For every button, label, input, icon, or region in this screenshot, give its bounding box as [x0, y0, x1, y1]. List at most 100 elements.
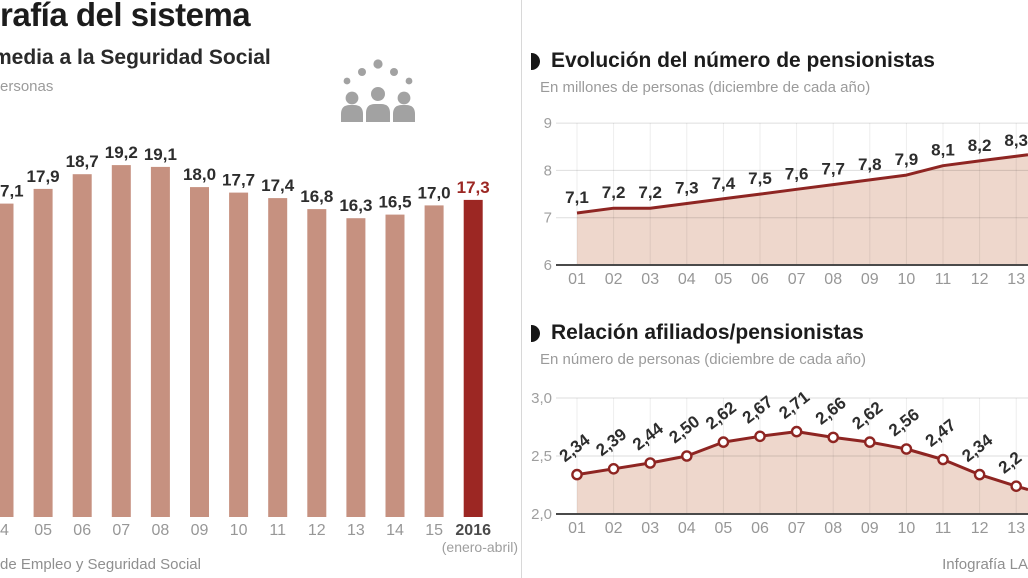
credit-note: Infografía LA — [942, 556, 1028, 573]
crowd-dot — [405, 77, 413, 85]
x-axis-label: 05 — [715, 520, 733, 537]
bar — [72, 174, 92, 517]
value-label: 2,47 — [922, 415, 960, 450]
data-point-marker — [644, 457, 657, 469]
value-label: 7,3 — [675, 179, 699, 198]
x-axis-label: 01 — [568, 271, 586, 288]
value-label: 2,62 — [702, 398, 740, 433]
x-axis-label: 13 — [347, 522, 365, 539]
value-label: 2,50 — [666, 412, 704, 447]
x-axis-label: 12 — [971, 520, 989, 537]
x-axis-label: 04 — [678, 520, 696, 537]
x-axis-label: 10 — [898, 520, 916, 537]
x-axis-label: 10 — [898, 271, 916, 288]
person-body — [393, 105, 415, 122]
bar-footnote: (enero-abril) — [442, 539, 518, 555]
value-label: 2,34 — [556, 430, 594, 466]
value-label: 2,44 — [629, 418, 667, 454]
bar-highlight — [463, 199, 483, 517]
x-axis-label: 13 — [1007, 271, 1025, 288]
x-axis-label: 02 — [605, 520, 623, 537]
value-label: 7,6 — [785, 164, 809, 183]
column-divider — [521, 0, 522, 578]
value-label: 7,2 — [638, 183, 662, 202]
bar — [268, 198, 288, 517]
x-axis-label: 03 — [641, 520, 659, 537]
x-axis-label: 09 — [191, 522, 209, 539]
data-point-marker — [1010, 480, 1023, 493]
x-axis-label: 06 — [751, 520, 769, 537]
bar-value-label: 19,2 — [105, 143, 138, 162]
x-axis-label: 07 — [788, 271, 806, 288]
data-point-marker — [827, 431, 840, 444]
value-label: 8,1 — [931, 141, 955, 160]
y-axis-label: 8 — [544, 162, 552, 179]
x-axis-label: 08 — [824, 271, 842, 288]
bar — [346, 218, 366, 517]
data-point-marker — [571, 468, 583, 481]
person-head — [371, 87, 385, 101]
data-point-marker — [973, 468, 986, 481]
value-label: 7,8 — [858, 155, 882, 174]
x-axis-label: 09 — [861, 271, 879, 288]
value-label: 7,5 — [748, 169, 772, 188]
source-note: de Empleo y Seguridad Social — [0, 556, 201, 573]
data-line — [576, 430, 1028, 492]
section-title-pensionistas: Evolución del número de pensionistas — [551, 49, 935, 72]
x-axis-label: 11 — [935, 271, 952, 288]
person-body — [366, 104, 390, 122]
bar — [190, 187, 209, 517]
data-point-marker — [790, 425, 803, 438]
person-head — [397, 91, 411, 105]
x-axis-label: 11 — [269, 522, 286, 539]
x-axis-label: 10 — [230, 522, 248, 539]
data-point-marker — [681, 450, 693, 462]
data-point-marker — [937, 453, 949, 466]
crowd-dot — [358, 68, 366, 76]
x-axis-label: 14 — [386, 522, 404, 539]
bar — [229, 192, 249, 517]
value-label: 8,3 — [1004, 131, 1028, 150]
value-label: 8,2 — [968, 136, 992, 155]
bar-value-label: 17,9 — [27, 167, 60, 186]
x-axis-label: 06 — [751, 271, 769, 288]
bar — [150, 166, 170, 517]
section-title-relacion: Relación afiliados/pensionistas — [551, 321, 864, 344]
x-axis-label: 06 — [73, 522, 91, 539]
x-axis-label: 15 — [425, 522, 443, 539]
x-axis-label: 03 — [641, 271, 659, 288]
left-chart-units-label: ersonas — [0, 78, 54, 95]
x-axis-label: 07 — [112, 522, 130, 539]
bar — [424, 205, 444, 517]
x-axis-label: 13 — [1007, 520, 1025, 537]
left-chart-title: media a la Seguridad Social — [0, 46, 271, 69]
value-label: 2,56 — [885, 405, 923, 440]
section-bullet-icon — [531, 325, 540, 342]
data-point-marker — [900, 443, 913, 455]
bar-value-label: 17,4 — [261, 176, 295, 195]
x-axis-label: 12 — [308, 522, 326, 539]
section-bullet-icon — [531, 53, 540, 70]
section-pensionistas-header: Evolución del número de pensionistas — [531, 49, 935, 73]
data-point-marker — [754, 430, 766, 443]
bar-value-label: 7,1 — [0, 182, 24, 201]
bar — [33, 188, 53, 517]
y-axis-label: 7 — [544, 210, 552, 227]
x-axis-label: 08 — [824, 520, 842, 537]
y-axis-label: 6 — [544, 257, 552, 274]
value-label: 2,62 — [849, 398, 887, 433]
value-label: 2,66 — [812, 393, 850, 428]
data-line — [576, 153, 1028, 215]
x-axis-label: 07 — [788, 520, 806, 537]
data-point-marker — [864, 436, 876, 448]
value-label: 7,9 — [895, 150, 919, 169]
bar — [385, 214, 405, 517]
x-axis-label: 11 — [935, 520, 952, 537]
value-label: 2,71 — [775, 387, 813, 422]
value-label: 7,2 — [602, 183, 626, 202]
x-axis-label: 05 — [715, 271, 733, 288]
left-chart-title-wrap: media a la Seguridad Social — [0, 46, 340, 73]
bar-value-label: 17,7 — [222, 171, 255, 190]
bar-value-label: 17,0 — [418, 183, 451, 202]
